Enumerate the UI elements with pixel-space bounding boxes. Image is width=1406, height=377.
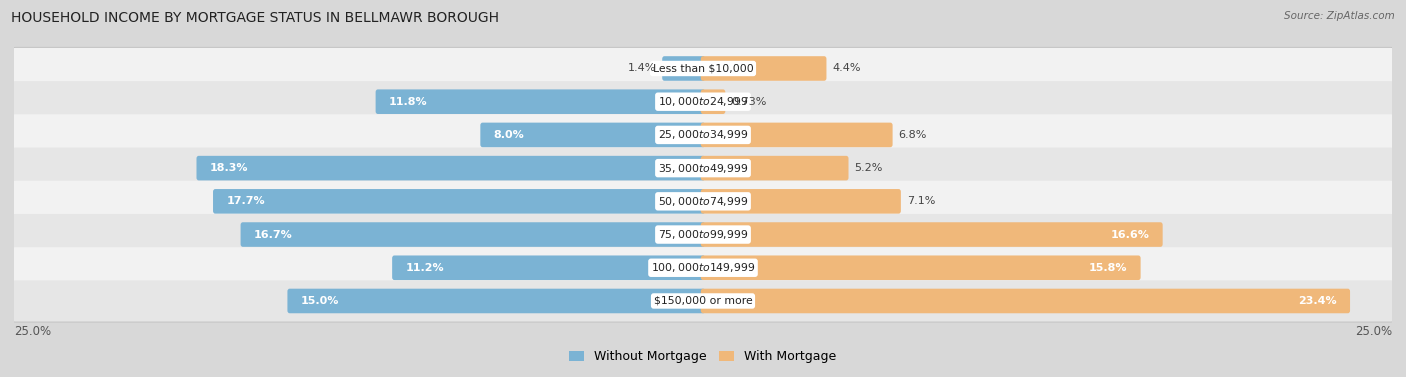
FancyBboxPatch shape [700, 256, 1140, 280]
Text: 18.3%: 18.3% [209, 163, 249, 173]
FancyBboxPatch shape [287, 289, 706, 313]
Text: 11.2%: 11.2% [405, 263, 444, 273]
Text: Less than $10,000: Less than $10,000 [652, 63, 754, 74]
Text: 16.7%: 16.7% [254, 230, 292, 239]
Text: $35,000 to $49,999: $35,000 to $49,999 [658, 162, 748, 175]
FancyBboxPatch shape [700, 222, 1163, 247]
FancyBboxPatch shape [10, 247, 1396, 288]
FancyBboxPatch shape [10, 48, 1396, 89]
Text: 1.4%: 1.4% [627, 63, 657, 74]
FancyBboxPatch shape [10, 180, 1396, 223]
FancyBboxPatch shape [197, 156, 706, 181]
Text: 6.8%: 6.8% [898, 130, 927, 140]
Text: 8.0%: 8.0% [494, 130, 524, 140]
FancyBboxPatch shape [10, 80, 1396, 123]
Text: 16.6%: 16.6% [1111, 230, 1150, 239]
Text: Source: ZipAtlas.com: Source: ZipAtlas.com [1284, 11, 1395, 21]
FancyBboxPatch shape [700, 89, 725, 114]
Text: 7.1%: 7.1% [907, 196, 935, 206]
FancyBboxPatch shape [700, 156, 848, 181]
FancyBboxPatch shape [662, 56, 706, 81]
FancyBboxPatch shape [375, 89, 706, 114]
FancyBboxPatch shape [240, 222, 706, 247]
FancyBboxPatch shape [10, 113, 1396, 156]
FancyBboxPatch shape [10, 279, 1396, 323]
Text: $50,000 to $74,999: $50,000 to $74,999 [658, 195, 748, 208]
FancyBboxPatch shape [700, 123, 893, 147]
FancyBboxPatch shape [700, 56, 827, 81]
FancyBboxPatch shape [10, 214, 1396, 255]
Text: 15.0%: 15.0% [301, 296, 339, 306]
Text: 25.0%: 25.0% [1355, 325, 1392, 338]
Text: HOUSEHOLD INCOME BY MORTGAGE STATUS IN BELLMAWR BOROUGH: HOUSEHOLD INCOME BY MORTGAGE STATUS IN B… [11, 11, 499, 25]
FancyBboxPatch shape [10, 280, 1396, 322]
Text: $75,000 to $99,999: $75,000 to $99,999 [658, 228, 748, 241]
FancyBboxPatch shape [10, 246, 1396, 290]
FancyBboxPatch shape [10, 147, 1396, 189]
Text: 15.8%: 15.8% [1088, 263, 1128, 273]
FancyBboxPatch shape [481, 123, 706, 147]
Text: 25.0%: 25.0% [14, 325, 51, 338]
Text: 17.7%: 17.7% [226, 196, 264, 206]
Text: $25,000 to $34,999: $25,000 to $34,999 [658, 129, 748, 141]
Text: 5.2%: 5.2% [855, 163, 883, 173]
FancyBboxPatch shape [10, 81, 1396, 122]
Text: 23.4%: 23.4% [1298, 296, 1337, 306]
Text: $10,000 to $24,999: $10,000 to $24,999 [658, 95, 748, 108]
FancyBboxPatch shape [214, 189, 706, 214]
Text: 4.4%: 4.4% [832, 63, 860, 74]
Text: 0.73%: 0.73% [731, 97, 766, 107]
Legend: Without Mortgage, With Mortgage: Without Mortgage, With Mortgage [564, 345, 842, 368]
FancyBboxPatch shape [700, 189, 901, 214]
Text: $150,000 or more: $150,000 or more [654, 296, 752, 306]
FancyBboxPatch shape [392, 256, 706, 280]
FancyBboxPatch shape [10, 213, 1396, 256]
FancyBboxPatch shape [10, 147, 1396, 190]
Text: 11.8%: 11.8% [389, 97, 427, 107]
FancyBboxPatch shape [10, 181, 1396, 222]
FancyBboxPatch shape [10, 114, 1396, 155]
FancyBboxPatch shape [700, 289, 1350, 313]
FancyBboxPatch shape [10, 47, 1396, 90]
Text: $100,000 to $149,999: $100,000 to $149,999 [651, 261, 755, 274]
